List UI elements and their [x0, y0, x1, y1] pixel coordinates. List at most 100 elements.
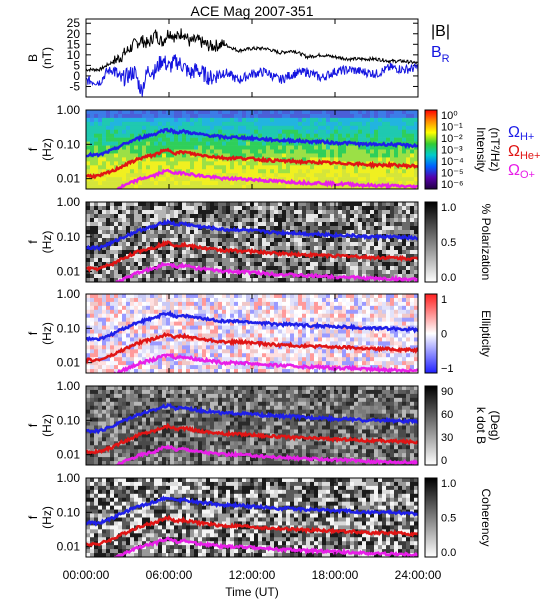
- heatmap-cell: [178, 218, 183, 223]
- heatmap-cell: [158, 278, 163, 283]
- heatmap-cell: [414, 258, 419, 263]
- heatmap-cell: [298, 258, 303, 263]
- heatmap-cell: [282, 181, 287, 186]
- heatmap-cell: [410, 110, 415, 115]
- heatmap-cell: [374, 345, 379, 350]
- heatmap-cell: [398, 230, 403, 235]
- heatmap-cell: [90, 210, 95, 215]
- heatmap-cell: [398, 121, 403, 127]
- heatmap-cell: [302, 149, 307, 154]
- heatmap-cell: [282, 294, 287, 299]
- heatmap-cell: [178, 226, 183, 231]
- heatmap-cell: [386, 169, 391, 174]
- heatmap-cell: [234, 110, 239, 115]
- heatmap-cell: [266, 226, 271, 231]
- heatmap-cell: [138, 246, 143, 251]
- heatmap-cell: [274, 145, 279, 150]
- heatmap-cell: [254, 129, 259, 134]
- heatmap-cell: [290, 206, 295, 211]
- heatmap-cell: [342, 270, 347, 275]
- heatmap-cell: [374, 157, 379, 162]
- heatmap-cell: [254, 202, 259, 207]
- heatmap-cell: [274, 173, 279, 178]
- heatmap-cell: [346, 125, 351, 131]
- heatmap-cell: [166, 321, 171, 326]
- heatmap-cell: [302, 333, 307, 338]
- heatmap-cell: [282, 365, 287, 370]
- heatmap-cell: [114, 337, 119, 342]
- heatmap-cell: [278, 214, 283, 219]
- heatmap-cell: [354, 129, 359, 134]
- heatmap-cell: [238, 262, 243, 267]
- y-axis-unit: (Hz): [40, 231, 54, 254]
- heatmap-cell: [362, 246, 367, 251]
- heatmap-cell: [194, 305, 199, 311]
- heatmap-cell: [166, 313, 171, 318]
- heatmap-cell: [238, 349, 243, 354]
- heatmap-cell: [130, 349, 135, 354]
- heatmap-cell: [254, 258, 259, 263]
- heatmap-cell: [146, 218, 151, 223]
- heatmap-cell: [286, 294, 291, 299]
- heatmap-cell: [346, 266, 351, 271]
- heatmap-cell: [270, 361, 275, 366]
- heatmap-cell: [282, 325, 287, 330]
- heatmap-cell: [238, 345, 243, 350]
- heatmap-cell: [354, 202, 359, 207]
- heatmap-cell: [134, 309, 139, 315]
- heatmap-cell: [142, 137, 147, 142]
- heatmap-cell: [210, 258, 215, 263]
- heatmap-cell: [298, 317, 303, 322]
- heatmap-cell: [402, 238, 407, 243]
- heatmap-cell: [102, 129, 107, 134]
- heatmap-cell: [254, 214, 259, 219]
- heatmap-cell: [98, 238, 103, 243]
- heatmap-cell: [110, 230, 115, 235]
- heatmap-cell: [390, 258, 395, 263]
- heatmap-cell: [86, 313, 91, 318]
- heatmap-cell: [330, 117, 335, 123]
- heatmap-cell: [238, 321, 243, 326]
- heatmap-cell: [102, 353, 107, 358]
- heatmap-cell: [102, 329, 107, 334]
- heatmap-cell: [150, 226, 155, 231]
- heatmap-cell: [98, 218, 103, 223]
- heatmap-cell: [210, 145, 215, 150]
- heatmap-cell: [98, 121, 103, 127]
- heatmap-cell: [122, 117, 127, 123]
- heatmap-cell: [394, 262, 399, 267]
- heatmap-cell: [310, 278, 315, 283]
- heatmap-cell: [246, 262, 251, 267]
- heatmap-cell: [190, 177, 195, 182]
- heatmap-cell: [258, 161, 263, 166]
- heatmap-cell: [414, 113, 419, 119]
- heatmap-cell: [150, 258, 155, 263]
- heatmap-cell: [218, 301, 223, 307]
- heatmap-cell: [278, 125, 283, 131]
- heatmap-cell: [142, 333, 147, 338]
- heatmap-cell: [374, 341, 379, 346]
- heatmap-cell: [306, 165, 311, 170]
- heatmap-cell: [118, 325, 123, 330]
- heatmap-cell: [118, 137, 123, 142]
- gyro-line: [86, 218, 418, 251]
- heatmap-cell: [398, 137, 403, 142]
- heatmap-cell: [318, 294, 323, 299]
- heatmap-cell: [310, 153, 315, 158]
- heatmap-cell: [370, 333, 375, 338]
- heatmap-cell: [318, 305, 323, 311]
- heatmap-cell: [278, 270, 283, 275]
- heatmap-cell: [90, 345, 95, 350]
- heatmap-cell: [278, 305, 283, 311]
- heatmap-cell: [350, 202, 355, 207]
- heatmap-cell: [274, 210, 279, 215]
- heatmap-cell: [138, 117, 143, 123]
- heatmap-cell: [182, 153, 187, 158]
- heatmap-cell: [142, 262, 147, 267]
- heatmap-cell: [262, 145, 267, 150]
- heatmap-cell: [134, 202, 139, 207]
- heatmap-cell: [182, 141, 187, 146]
- heatmap-cell: [90, 238, 95, 243]
- heatmap-cell: [334, 157, 339, 162]
- heatmap-cell: [410, 169, 415, 174]
